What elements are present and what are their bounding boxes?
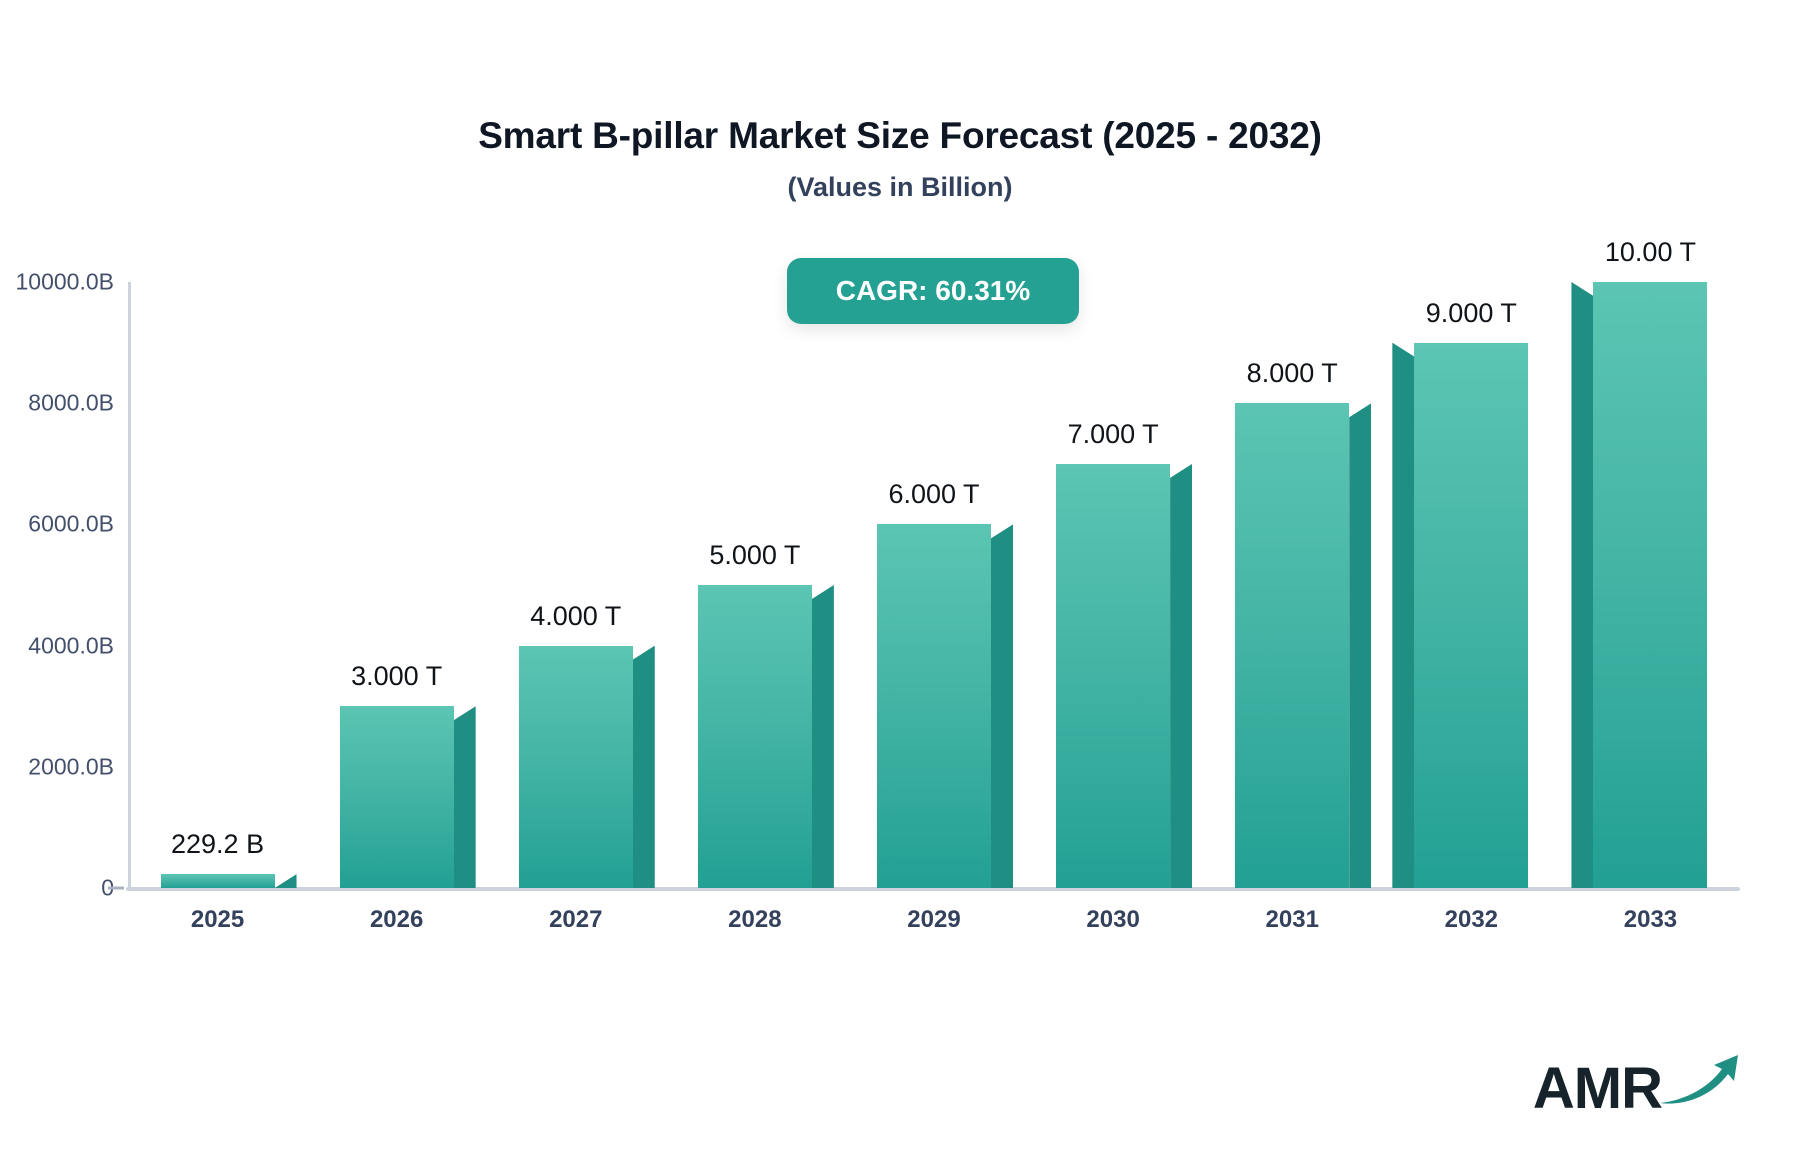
bar-side-face — [632, 645, 655, 888]
bar-side-face — [811, 585, 834, 888]
bar-side-face — [453, 706, 476, 888]
bar-2025[interactable]: 229.2 B — [160, 282, 297, 888]
y-tick-label: 0 — [101, 875, 114, 902]
x-tick-label: 2033 — [1623, 906, 1678, 933]
y-tick-label: 4000.0B — [28, 632, 114, 659]
bar-front-face — [1593, 282, 1708, 888]
cagr-badge-label: CAGR: 60.31% — [835, 275, 1031, 306]
cagr-badge: CAGR: 60.31% — [787, 258, 1079, 324]
bar-side-face — [1571, 282, 1594, 888]
bar-2033[interactable]: 10.00 T — [1571, 237, 1708, 888]
x-axis-line — [126, 887, 1740, 891]
bar-2030[interactable]: 7.000 T — [1056, 282, 1193, 888]
bar-value-label: 10.00 T — [1604, 237, 1696, 267]
bar-value-label: 229.2 B — [171, 829, 265, 860]
x-tick-label: 2027 — [549, 906, 603, 933]
bar-2029[interactable]: 6.000 T — [877, 282, 1013, 888]
y-tick-label: 8000.0B — [28, 389, 114, 416]
x-tick-label: 2026 — [369, 906, 424, 933]
bar-side-face — [274, 874, 297, 888]
bar-value-label: 3.000 T — [351, 661, 443, 692]
x-tick-label: 2030 — [1086, 906, 1140, 933]
x-tick-label: 2025 — [190, 906, 245, 933]
y-tick-mark — [108, 886, 124, 890]
y-tick-label: 2000.0B — [28, 753, 114, 780]
bar-front-face — [877, 524, 991, 888]
bar-value-label: 8.000 T — [1246, 358, 1338, 389]
x-tick-label: 2031 — [1265, 906, 1319, 933]
bar-2027[interactable]: 4.000 T — [518, 282, 655, 888]
growth-arrow-icon — [1658, 1051, 1742, 1114]
bar-side-face — [1170, 463, 1193, 888]
x-tick-label: 2028 — [728, 906, 782, 933]
bar-front-face — [697, 585, 812, 888]
y-axis-line — [128, 282, 131, 890]
bar-side-face — [1349, 403, 1372, 888]
y-axis-labels: 0 2000.0B 4000.0B 6000.0B 8000.0B 10000.0B — [0, 269, 124, 901]
bar-series: 229.2 B 3.000 T 4.000 T 5.000 T 6.000 T 7.000… — [128, 237, 1740, 888]
bar-value-label: 9.000 T — [1425, 297, 1517, 328]
amr-logo-text: AMR — [1532, 1056, 1663, 1121]
amr-logo: AMR — [1533, 1051, 1742, 1118]
bar-side-face — [1392, 342, 1415, 888]
bar-front-face — [160, 874, 275, 888]
bar-value-label: 5.000 T — [709, 540, 801, 570]
bar-front-face — [518, 645, 633, 888]
bar-2026[interactable]: 3.000 T — [339, 282, 476, 888]
bar-value-label: 6.000 T — [888, 479, 980, 510]
plot-area — [126, 282, 1740, 891]
bar-value-label: 4.000 T — [530, 600, 622, 631]
bar-front-face — [1414, 342, 1529, 888]
bar-2028[interactable]: 5.000 T — [697, 282, 834, 888]
chart-title: Smart B-pillar Market Size Forecast (202… — [478, 115, 1322, 156]
bar-front-face — [1235, 403, 1350, 888]
chart-subtitle: (Values in Billion) — [787, 172, 1013, 202]
bar-2031[interactable]: 8.000 T — [1235, 282, 1372, 888]
y-tick-label: 6000.0B — [28, 510, 114, 537]
x-axis-labels: 2025 2026 2027 2028 2029 2030 2031 2032 2033 — [128, 906, 1740, 946]
x-tick-label: 2029 — [907, 906, 961, 933]
y-tick-label: 10000.0B — [15, 268, 114, 295]
x-tick-label: 2032 — [1444, 906, 1499, 933]
bar-2032[interactable]: 9.000 T — [1392, 282, 1529, 888]
bar-side-face — [991, 524, 1013, 888]
bar-value-label: 7.000 T — [1067, 418, 1159, 449]
bar-front-face — [339, 706, 454, 888]
bar-front-face — [1056, 463, 1171, 888]
